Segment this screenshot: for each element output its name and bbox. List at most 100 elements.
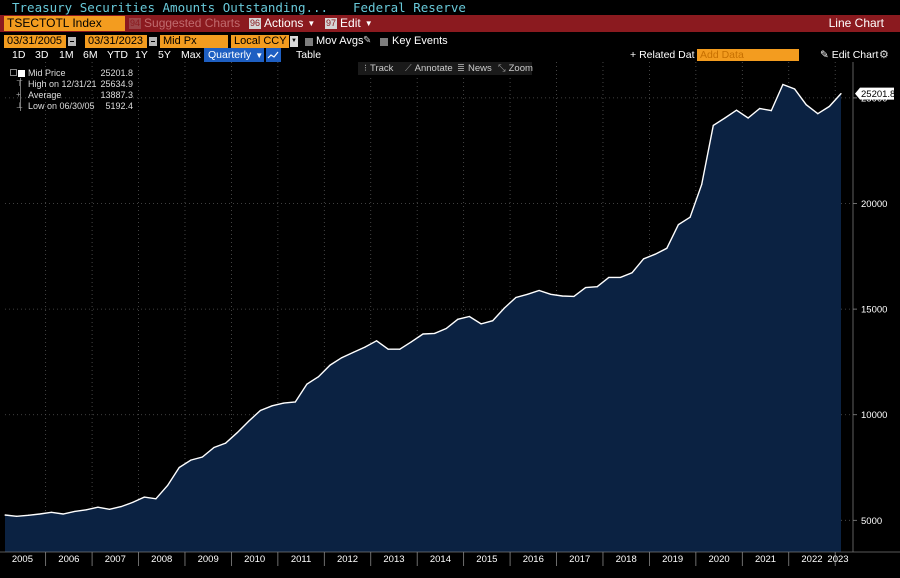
annotate-tool[interactable]: ⟋ Annotate xyxy=(405,62,453,75)
start-date-decrement-button[interactable] xyxy=(68,37,76,46)
period-1d-button[interactable]: 1D xyxy=(12,49,26,61)
related-data-button[interactable]: + Related Dat xyxy=(630,48,695,62)
x-tick-label: 2021 xyxy=(755,554,776,565)
data-point xyxy=(608,276,610,279)
end-date-field[interactable]: 03/31/2023 xyxy=(85,35,147,48)
period-1m-button[interactable]: 1M xyxy=(59,49,74,61)
edit-chart-button[interactable]: ✎ Edit Chart xyxy=(820,48,878,62)
average-marker-icon: + xyxy=(16,90,21,99)
mov-avgs-checkbox[interactable] xyxy=(305,38,313,46)
news-label: News xyxy=(467,63,492,74)
average-label: Average xyxy=(28,90,62,100)
data-point xyxy=(155,498,157,500)
chart-area[interactable]: 2005 2006 2007 2008 2009 2010 2011 2012 2013 2014… xyxy=(0,62,900,578)
data-point xyxy=(364,346,366,348)
suggested-charts-label: Suggested Charts xyxy=(144,16,241,30)
table-view-button[interactable]: Table xyxy=(296,49,322,61)
add-data-input[interactable]: Add Data xyxy=(697,49,799,61)
data-point xyxy=(747,117,749,119)
data-point xyxy=(225,442,227,444)
price-chart[interactable]: 2005 2006 2007 2008 2009 2010 2011 2012 2013 2014… xyxy=(0,62,900,578)
chevron-down-icon: ▼ xyxy=(364,19,373,28)
data-point xyxy=(132,501,134,503)
series-label: Mid Price xyxy=(28,68,66,78)
data-point xyxy=(341,357,343,359)
low-label: Low on 06/30/05 xyxy=(28,101,95,111)
mov-avgs-label[interactable]: Mov Avgs xyxy=(316,35,364,47)
period-1y-button[interactable]: 1Y xyxy=(135,49,148,61)
x-tick-label: 2020 xyxy=(709,554,730,565)
title-bar: Treasury Securities Amounts Outstanding.… xyxy=(0,0,900,15)
period-bar: 1D 3D 1M 6M YTD 1Y 5Y Max Quarterly ▼ Tab… xyxy=(0,48,900,62)
legend-collapse-icon[interactable] xyxy=(10,69,17,76)
data-point xyxy=(828,105,830,107)
last-value-tag xyxy=(855,87,894,100)
data-point xyxy=(550,293,552,295)
chevron-down-icon: ▼ xyxy=(255,51,264,60)
x-tick-label: 2015 xyxy=(476,554,497,565)
data-point xyxy=(468,315,471,318)
period-max-button[interactable]: Max xyxy=(181,49,201,61)
data-point xyxy=(584,286,587,289)
data-point xyxy=(201,456,203,458)
x-tick-label: 2018 xyxy=(616,554,637,565)
frequency-label: Quarterly xyxy=(208,49,252,61)
pencil-icon[interactable]: ✎ xyxy=(363,35,372,46)
data-point xyxy=(538,289,540,292)
start-date-field[interactable]: 03/31/2005 xyxy=(4,35,66,48)
data-point xyxy=(793,88,796,90)
data-point xyxy=(248,420,250,422)
track-tool[interactable]: ⁝ Track xyxy=(364,62,393,75)
key-events-label[interactable]: Key Events xyxy=(392,35,448,47)
data-point xyxy=(306,383,308,385)
data-point xyxy=(596,286,598,288)
key-events-checkbox[interactable] xyxy=(380,38,388,46)
edit-label: Edit xyxy=(340,16,361,30)
period-ytd-button[interactable]: YTD xyxy=(107,49,128,61)
suggested-charts-number: 94 xyxy=(129,18,142,29)
data-point xyxy=(689,216,691,218)
end-date-decrement-button[interactable] xyxy=(149,37,157,46)
period-5y-button[interactable]: 5Y xyxy=(158,49,171,61)
suggested-charts-button[interactable]: 94 Suggested Charts xyxy=(129,16,246,31)
currency-select[interactable]: Local CCY xyxy=(231,35,289,48)
data-point xyxy=(4,514,6,516)
x-tick-label: 2005 xyxy=(12,554,33,565)
ticker-field[interactable]: TSECTOTL Index xyxy=(4,16,125,31)
gear-icon[interactable]: ⚙ xyxy=(879,49,889,61)
chevron-down-icon: ▼ xyxy=(307,19,316,28)
legend-row-series: Mid Price 25201.8 xyxy=(8,68,136,79)
data-point xyxy=(643,258,645,260)
zoom-tool[interactable]: ⤡ Zoom xyxy=(498,62,533,75)
series-swatch[interactable] xyxy=(18,70,25,77)
edit-menu-button[interactable]: 97 Edit ▼ xyxy=(325,16,379,31)
data-point xyxy=(840,93,842,95)
data-point xyxy=(213,446,215,449)
parameter-bar: 03/31/2005 03/31/2023 Mid Px Local CCY ▼… xyxy=(0,34,900,49)
x-tick-label: 2010 xyxy=(244,554,265,565)
data-point xyxy=(271,405,273,407)
x-tick-label: 2017 xyxy=(569,554,590,565)
data-point xyxy=(375,340,378,342)
data-point xyxy=(782,83,784,86)
track-label: Track xyxy=(370,63,394,74)
actions-menu-button[interactable]: 96 Actions ▼ xyxy=(249,16,321,31)
plus-icon: + xyxy=(630,49,640,61)
data-point xyxy=(480,323,482,325)
frequency-select[interactable]: Quarterly ▼ xyxy=(204,48,264,62)
news-tool[interactable]: ≣ News xyxy=(457,62,492,75)
x-tick-label: 2011 xyxy=(291,554,311,565)
axis-layer: 2005 2006 2007 2008 2009 2010 2011 2012 2013 2014… xyxy=(0,62,900,578)
x-tick-label: 2014 xyxy=(430,554,451,565)
data-point xyxy=(666,247,668,249)
data-point xyxy=(701,183,703,186)
period-6m-button[interactable]: 6M xyxy=(83,49,98,61)
chart-toolbar: ⁝ Track ⟋ Annotate ≣ News ⤡ Zoom xyxy=(358,62,533,75)
currency-dropdown-icon[interactable]: ▼ xyxy=(290,36,298,47)
price-field-select[interactable]: Mid Px xyxy=(160,35,228,48)
x-tick-label: 2019 xyxy=(662,554,683,565)
chart-view-icon[interactable] xyxy=(266,48,281,62)
data-point xyxy=(190,459,192,461)
pencil-icon: ✎ xyxy=(820,49,832,61)
period-3d-button[interactable]: 3D xyxy=(35,49,49,61)
